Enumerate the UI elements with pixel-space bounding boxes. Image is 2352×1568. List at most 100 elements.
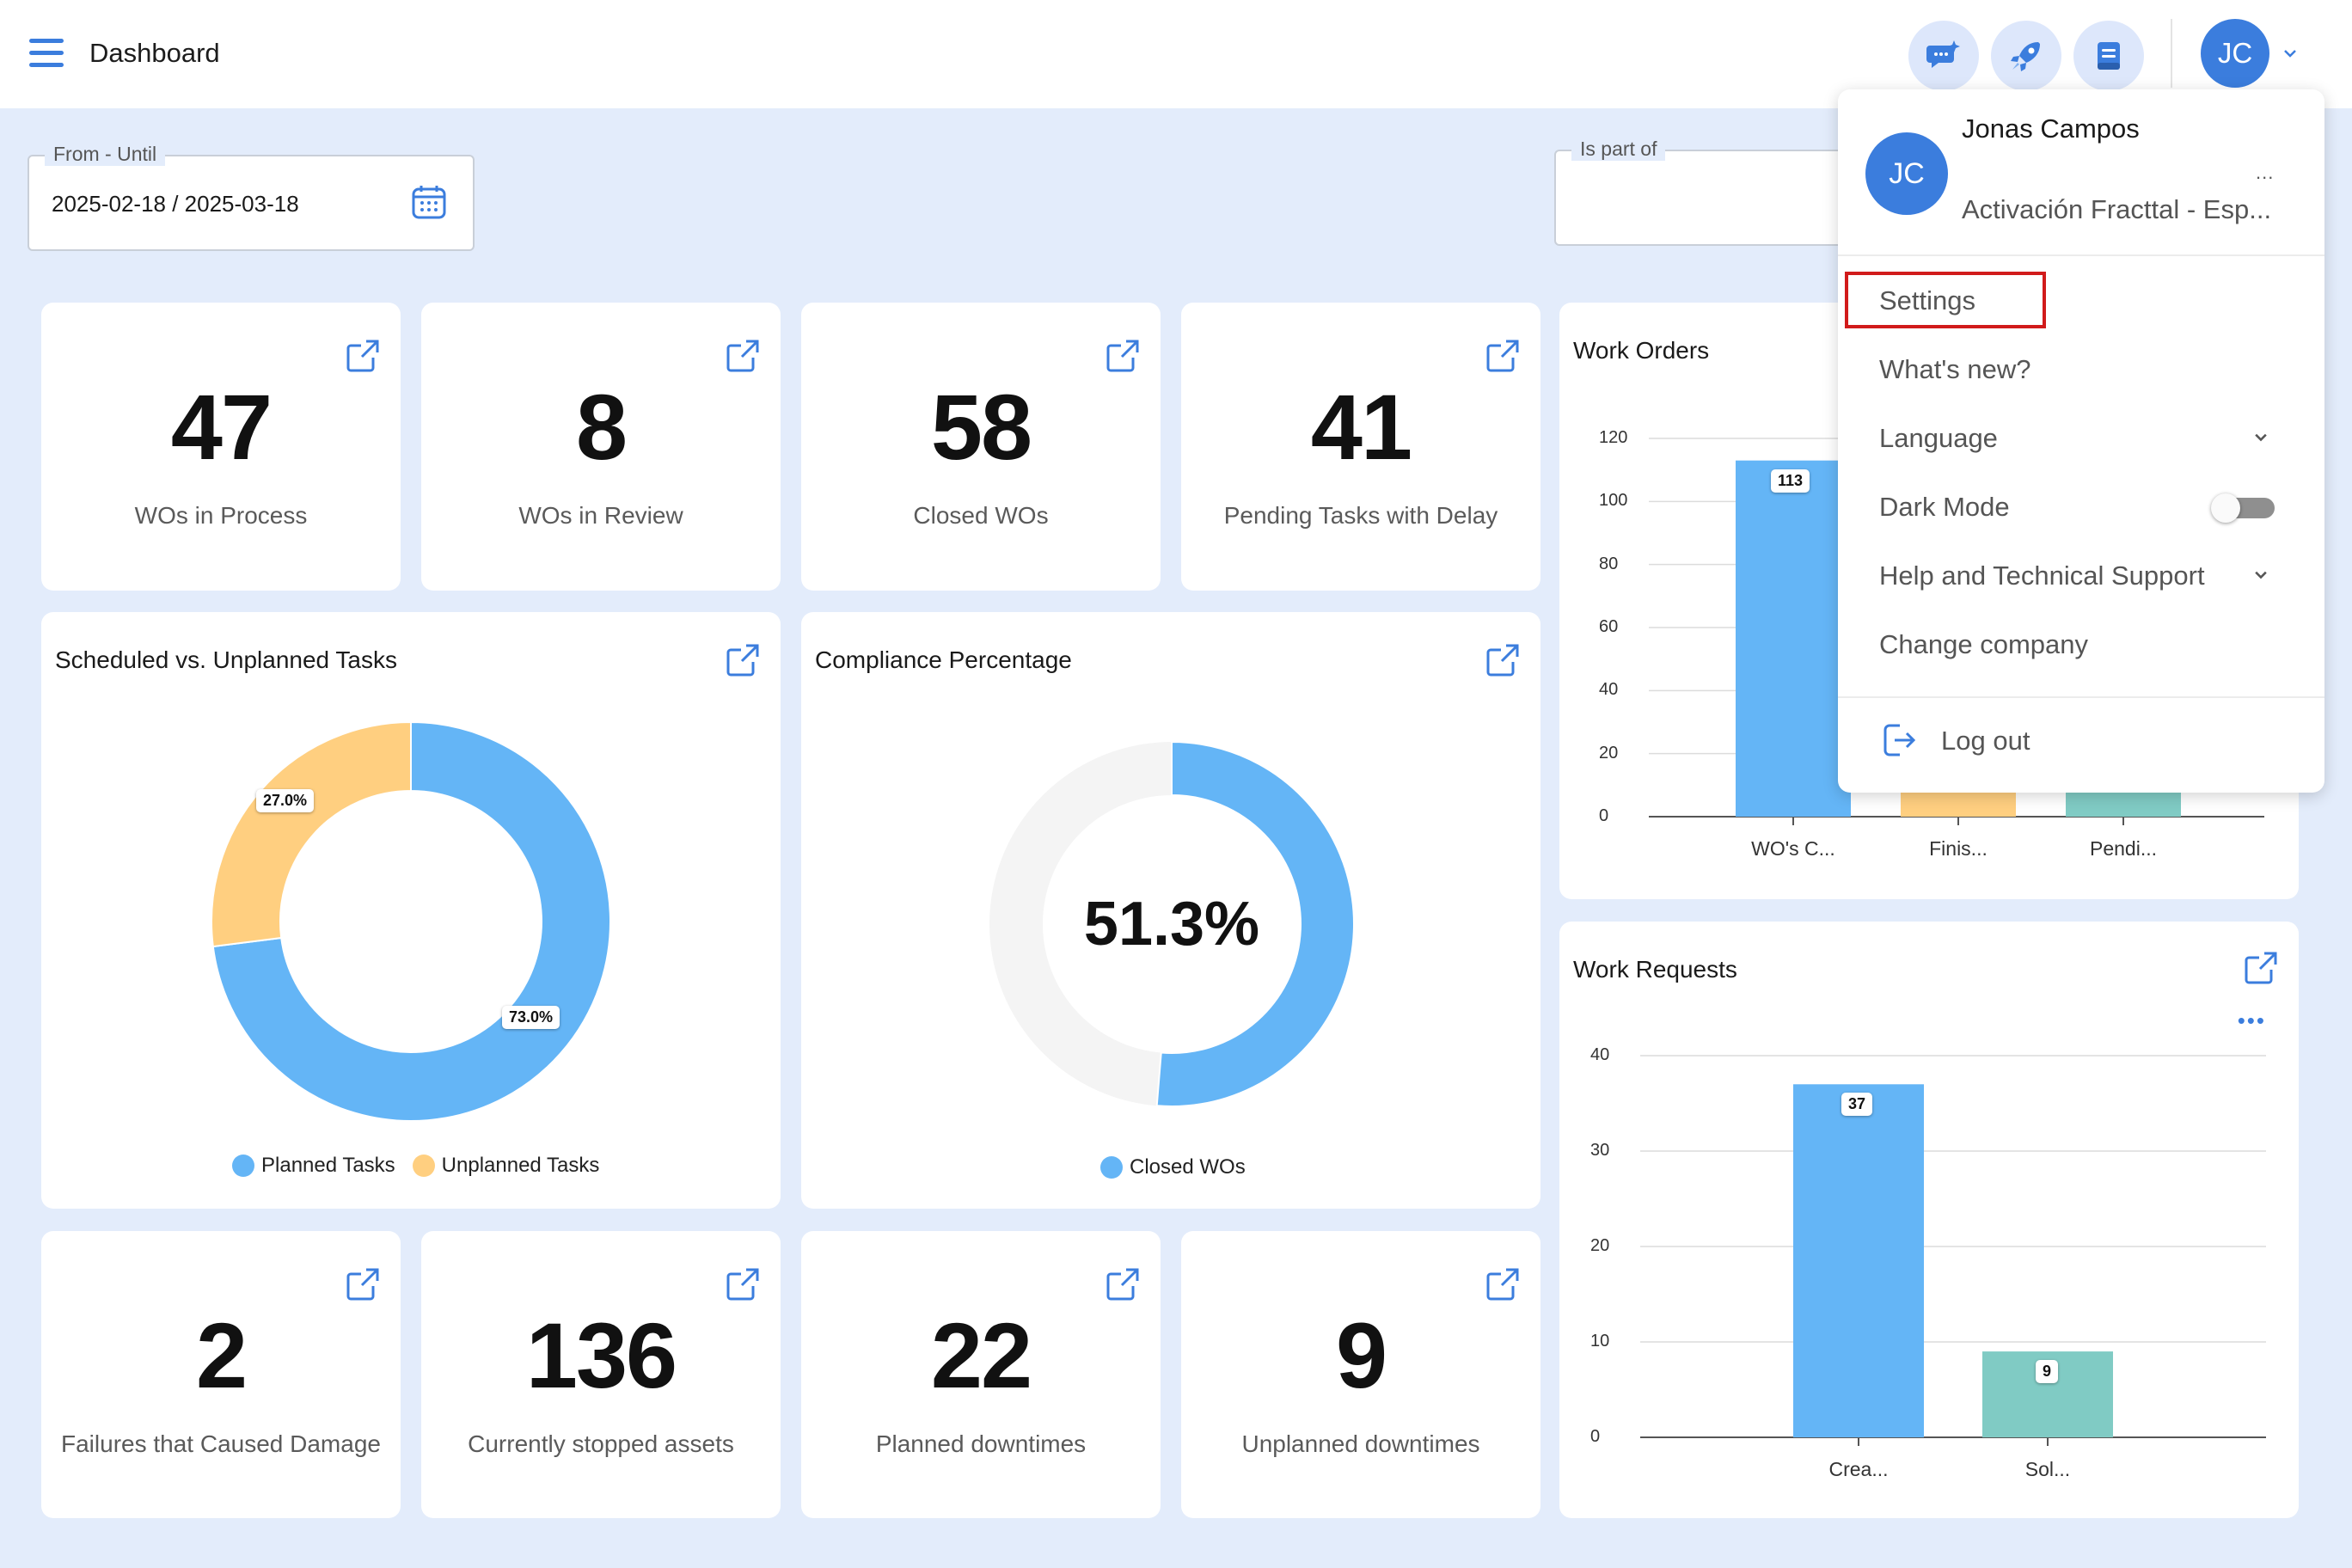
legend-label-unplanned[interactable]: Unplanned Tasks xyxy=(441,1154,600,1177)
legend-label-closed[interactable]: Closed WOs xyxy=(1130,1155,1246,1179)
open-external-icon[interactable] xyxy=(724,337,762,375)
x-category-label: Crea... xyxy=(1828,1458,1889,1480)
y-tick-label: 0 xyxy=(1599,806,1609,825)
kpi-card-wos-in-process: 47 WOs in Process xyxy=(41,303,401,591)
bar-value-label: 37 xyxy=(1841,1093,1873,1117)
user-menu: JC Jonas Campos ... Activación Fracttal … xyxy=(1838,89,2324,793)
kpi-card-stopped-assets: 136 Currently stopped assets xyxy=(421,1231,781,1518)
chevron-down-icon[interactable] xyxy=(2249,425,2273,449)
slice-closed-wos[interactable] xyxy=(1155,740,1355,1107)
slice-label-unplanned: 27.0% xyxy=(256,789,315,812)
work-requests-chart: 40 30 20 10 0 37 Crea... 9 Sol... xyxy=(1559,922,2299,1518)
kpi-label: Planned downtimes xyxy=(875,1430,1087,1457)
rocket-button[interactable] xyxy=(1991,21,2061,91)
divider xyxy=(2171,19,2172,88)
chevron-down-icon[interactable] xyxy=(2280,43,2300,64)
kpi-card-failures: 2 Failures that Caused Damage xyxy=(41,1231,401,1518)
kpi-value: 136 xyxy=(525,1303,677,1407)
chevron-down-icon[interactable] xyxy=(2249,562,2273,586)
open-external-icon[interactable] xyxy=(724,1265,762,1303)
kpi-value: 2 xyxy=(195,1303,248,1407)
user-avatar[interactable]: JC xyxy=(2201,19,2269,88)
rocket-icon xyxy=(2011,42,2040,71)
y-tick-label: 40 xyxy=(1599,680,1619,700)
y-tick-label: 60 xyxy=(1599,617,1619,636)
legend-dot-planned xyxy=(232,1155,254,1177)
menu-item-settings[interactable]: Settings xyxy=(1879,285,1976,315)
slice-label-planned: 73.0% xyxy=(502,1006,560,1029)
top-bar: Dashboard JC xyxy=(0,0,2352,108)
chat-sparkle-button[interactable] xyxy=(1908,21,1979,91)
x-category-label: Sol... xyxy=(2024,1458,2071,1480)
card-title: Compliance Percentage xyxy=(815,646,1072,673)
y-tick-label: 30 xyxy=(1590,1141,1610,1160)
toggle-knob xyxy=(2211,493,2240,523)
open-external-icon[interactable] xyxy=(724,641,762,679)
x-category-label: Finis... xyxy=(1929,837,1988,860)
open-external-icon[interactable] xyxy=(344,1265,382,1303)
chart-legend: Closed WOs xyxy=(1100,1155,1246,1179)
more-options-icon[interactable]: ... xyxy=(2256,162,2275,183)
open-external-icon[interactable] xyxy=(344,337,382,375)
bar-value-label: 113 xyxy=(1771,469,1810,493)
kpi-label: Failures that Caused Damage xyxy=(61,1430,381,1457)
card-title: Work Orders xyxy=(1573,337,1710,364)
menu-item-dark-mode: Dark Mode xyxy=(1879,492,2010,522)
scheduled-vs-unplanned-card: Scheduled vs. Unplanned Tasks 27.0% 73.0… xyxy=(41,612,781,1209)
menu-divider xyxy=(1838,696,2324,698)
y-tick-label: 20 xyxy=(1599,743,1619,763)
bar[interactable] xyxy=(1736,460,1851,817)
y-tick-label: 120 xyxy=(1599,428,1628,447)
y-tick-label: 80 xyxy=(1599,554,1619,573)
menu-divider xyxy=(1838,254,2324,256)
compliance-percentage-card: Compliance Percentage 51.3% Closed WOs xyxy=(801,612,1540,1209)
date-range-field[interactable]: From - Until 2025-02-18 / 2025-03-18 xyxy=(28,143,475,251)
menu-avatar: JC xyxy=(1865,132,1948,215)
legend-label-planned[interactable]: Planned Tasks xyxy=(261,1154,395,1177)
y-tick-label: 20 xyxy=(1590,1236,1610,1255)
menu-item-language[interactable]: Language xyxy=(1879,423,1998,453)
document-icon xyxy=(2098,42,2120,70)
open-external-icon[interactable] xyxy=(2242,949,2280,987)
document-button[interactable] xyxy=(2073,21,2144,91)
chat-sparkle-icon xyxy=(1926,40,1960,68)
user-company: Activación Fracttal - Esp... xyxy=(1962,194,2272,224)
work-requests-card: Work Requests ••• 40 30 20 10 0 37 Crea... 9 Sol… xyxy=(1559,922,2299,1518)
kpi-label: Currently stopped assets xyxy=(468,1430,734,1457)
kpi-value: 22 xyxy=(930,1303,1032,1407)
menu-item-help[interactable]: Help and Technical Support xyxy=(1879,560,2205,591)
legend-dot-unplanned xyxy=(412,1155,435,1177)
menu-item-whats-new[interactable]: What's new? xyxy=(1879,354,2031,384)
menu-item-logout[interactable]: Log out xyxy=(1941,726,2030,756)
kpi-label: Pending Tasks with Delay xyxy=(1223,502,1498,529)
kpi-value: 58 xyxy=(930,375,1032,479)
more-options-icon[interactable]: ••• xyxy=(2237,1008,2266,1033)
x-category-label: Pendi... xyxy=(2090,837,2157,860)
dark-mode-toggle[interactable] xyxy=(2211,493,2275,523)
chart-legend: Planned Tasks Unplanned Tasks xyxy=(232,1154,599,1178)
y-tick-label: 100 xyxy=(1599,491,1628,511)
calendar-icon[interactable] xyxy=(409,182,449,222)
menu-hamburger-icon[interactable] xyxy=(29,39,64,68)
is-part-of-field[interactable]: Is part of xyxy=(1554,138,1864,246)
kpi-value: 9 xyxy=(1335,1303,1387,1407)
open-external-icon[interactable] xyxy=(1484,1265,1522,1303)
date-range-value: 2025-02-18 / 2025-03-18 xyxy=(52,191,299,217)
menu-item-change-company[interactable]: Change company xyxy=(1879,629,2088,659)
open-external-icon[interactable] xyxy=(1484,641,1522,679)
card-title: Scheduled vs. Unplanned Tasks xyxy=(55,646,397,673)
y-tick-label: 0 xyxy=(1590,1427,1601,1446)
bar-value-label: 9 xyxy=(2036,1360,2059,1384)
kpi-value: 47 xyxy=(170,375,273,479)
y-tick-label: 40 xyxy=(1590,1045,1610,1064)
date-range-label: From - Until xyxy=(45,143,166,166)
is-part-of-label: Is part of xyxy=(1571,138,1666,161)
open-external-icon[interactable] xyxy=(1104,337,1142,375)
logout-icon[interactable] xyxy=(1879,720,1919,760)
slice-unplanned[interactable] xyxy=(211,720,412,948)
kpi-label: WOs in Review xyxy=(518,502,683,529)
open-external-icon[interactable] xyxy=(1104,1265,1142,1303)
kpi-card-unplanned-downtimes: 9 Unplanned downtimes xyxy=(1181,1231,1540,1518)
open-external-icon[interactable] xyxy=(1484,337,1522,375)
bar[interactable] xyxy=(1793,1084,1924,1437)
